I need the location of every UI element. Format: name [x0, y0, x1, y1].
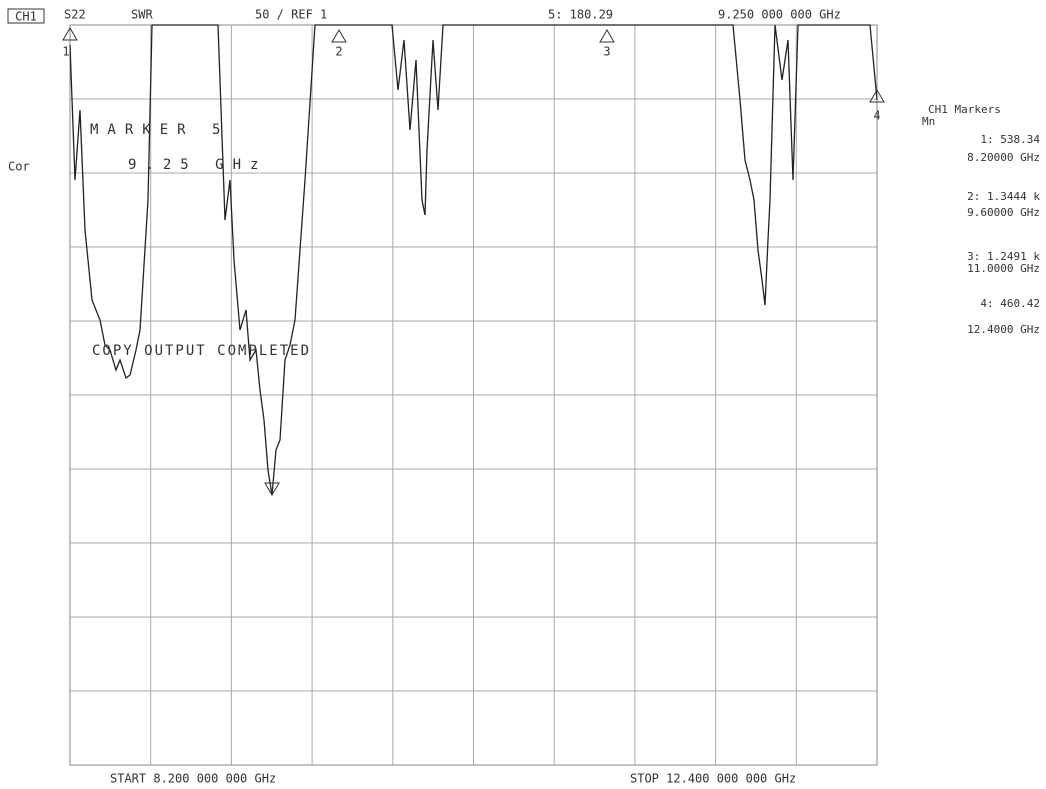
marker-frequency: 12.4000 GHz — [967, 323, 1040, 336]
marker-frequency: 9.60000 GHz — [967, 206, 1040, 219]
marker-annotation-title: MARKER 5 — [90, 122, 229, 138]
marker-value: 4: 460.42 — [980, 297, 1040, 310]
trace — [69, 24, 878, 496]
marker-triangle — [599, 29, 615, 43]
marker-triangle — [869, 89, 885, 103]
marker-flag-label: 3 — [603, 45, 610, 59]
channel-box — [7, 8, 45, 24]
marker-value: 3: 1.2491 k — [967, 250, 1040, 263]
scale: 50 / REF 1 — [255, 8, 327, 22]
marker-annotation-frequency: 9.25 GHz — [128, 157, 267, 173]
parameter: S22 — [64, 8, 86, 22]
status: Cor — [8, 160, 30, 174]
marker-triangle — [331, 29, 347, 43]
marker-value: 2: 1.3444 k — [967, 190, 1040, 203]
marker-flags: 1 2 3 4 — [62, 27, 885, 496]
marker-triangle — [62, 27, 78, 41]
marker-frequency: 11.0000 GHz — [967, 262, 1040, 275]
marker-flag-label: 2 — [335, 45, 342, 59]
panel-mode: Mn — [922, 115, 935, 128]
markers-panel: CH1 Markers Mn 1: 538.34 8.20000 GHz 2: … — [922, 103, 1040, 336]
marker-flag-label: 1 — [62, 45, 69, 59]
graticule — [70, 25, 877, 765]
active-marker-frequency: 9.250 000 000 GHz — [718, 8, 841, 22]
start-frequency: START 8.200 000 000 GHz — [110, 772, 276, 786]
channel: CH1 — [15, 10, 37, 24]
format: SWR — [131, 8, 153, 22]
marker-frequency: 8.20000 GHz — [967, 151, 1040, 164]
marker-flag-label: 4 — [873, 109, 880, 123]
message: COPY OUTPUT COMPLETED — [92, 343, 311, 359]
marker-value: 1: 538.34 — [980, 133, 1040, 146]
active-marker-triangle — [264, 482, 280, 496]
stop-frequency: STOP 12.400 000 000 GHz — [630, 772, 796, 786]
panel-title: CH1 Markers — [928, 103, 1001, 116]
active-marker-value: 5: 180.29 — [548, 8, 613, 22]
